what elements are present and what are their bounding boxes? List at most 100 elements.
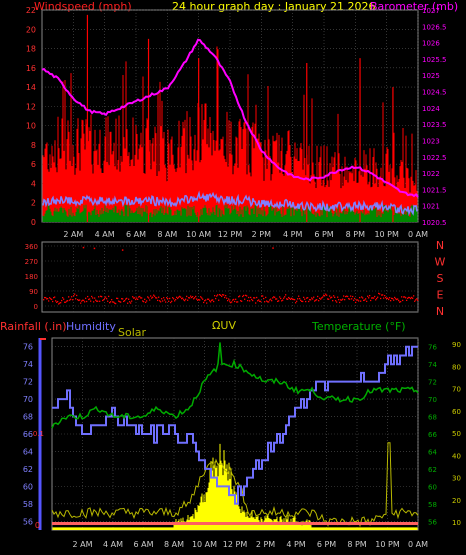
temperature-tick-label: 70 (428, 396, 437, 404)
direction-point (297, 298, 299, 300)
direction-point (71, 296, 73, 298)
direction-point (132, 296, 134, 298)
top-time-tick-label: 10 AM (186, 230, 211, 239)
direction-point (81, 300, 83, 302)
direction-point (47, 297, 49, 300)
direction-point (398, 299, 400, 302)
barometer-tick-label: 1022 (422, 170, 440, 178)
direction-point (75, 298, 77, 300)
direction-point (109, 302, 111, 304)
direction-point (194, 297, 196, 299)
direction-point (123, 300, 125, 303)
humidity-tick-label: 56 (23, 517, 33, 526)
direction-point (127, 302, 129, 304)
direction-point (413, 295, 415, 297)
direction-point (280, 297, 282, 300)
direction-point (150, 295, 152, 297)
direction-point (91, 295, 93, 298)
direction-point (373, 297, 375, 299)
direction-point (58, 303, 60, 305)
direction-point (360, 300, 362, 302)
direction-point (151, 297, 153, 299)
bottom-time-ticks: 2 AM 4 AM 6 AM 8 AM 10 AM 12 PM 2 PM 4 PM 6 PM 8 … (72, 540, 428, 549)
direction-point (247, 299, 249, 302)
direction-point (257, 300, 259, 302)
humidity-label: Humidity (66, 320, 116, 333)
temperature-tick-label: 64 (428, 448, 437, 456)
direction-point (356, 299, 358, 301)
direction-point (309, 299, 311, 301)
direction-point (385, 296, 387, 299)
direction-point (318, 300, 320, 302)
direction-point (379, 293, 381, 295)
direction-point (229, 300, 231, 302)
direction-point (193, 298, 195, 300)
direction-point (197, 299, 199, 301)
grid-lines (42, 9, 419, 530)
direction-point (393, 299, 395, 301)
direction-point (312, 298, 314, 300)
outer-scale-tick-label: 60 (452, 408, 461, 416)
direction-point (237, 301, 239, 303)
direction-point (391, 297, 393, 300)
direction-point (102, 299, 104, 302)
direction-point (136, 297, 138, 299)
humidity-tick-label: 62 (23, 465, 33, 474)
direction-point (145, 301, 147, 304)
direction-point (308, 300, 310, 303)
direction-point (224, 296, 226, 299)
direction-point (179, 295, 181, 298)
direction-point (230, 301, 232, 304)
direction-point (388, 298, 390, 301)
direction-point (186, 295, 188, 298)
direction-point (390, 299, 392, 302)
direction-point (98, 296, 100, 298)
direction-point (404, 296, 406, 298)
direction-point (76, 294, 78, 297)
direction-point (349, 298, 351, 300)
direction-point (219, 294, 221, 296)
direction-point (180, 296, 182, 298)
direction-point (380, 297, 382, 300)
direction-point (299, 297, 301, 300)
direction-point (315, 299, 317, 301)
direction-point (69, 299, 71, 301)
top-time-tick-label: 10 PM (374, 230, 399, 239)
direction-point (406, 299, 408, 302)
uv-line (51, 442, 419, 528)
direction-point (282, 299, 284, 301)
direction-point (130, 302, 132, 304)
direction-point (170, 301, 172, 304)
direction-point (376, 297, 378, 300)
direction-point (156, 297, 158, 299)
direction-point (114, 302, 116, 304)
temperature-tick-label: 68 (428, 414, 437, 422)
direction-point (147, 296, 149, 298)
direction-point (412, 297, 414, 299)
direction-point (330, 297, 332, 299)
direction-point (334, 296, 336, 299)
outer-scale-tick-label: 40 (452, 452, 461, 460)
direction-point (107, 300, 109, 302)
barometer-tick-label: 1020.5 (422, 219, 447, 227)
direction-point (415, 299, 417, 301)
windspeed-tick-label: 20 (26, 25, 36, 34)
direction-point (292, 298, 294, 300)
direction-point (353, 299, 355, 301)
direction-point (164, 299, 166, 301)
direction-point (146, 300, 148, 302)
windspeed-tick-label: 16 (26, 64, 36, 73)
direction-point (416, 298, 418, 300)
direction-point (316, 299, 318, 301)
temperature-ticks: 56 58 60 62 64 66 68 70 72 74 76 (428, 344, 437, 527)
direction-point (172, 297, 174, 299)
solar-series (52, 443, 418, 530)
direction-point (72, 299, 74, 301)
direction-point (370, 299, 372, 302)
direction-point (70, 298, 72, 300)
direction-point (259, 300, 261, 302)
direction-point (414, 300, 416, 302)
humidity-tick-label: 70 (23, 395, 33, 404)
direction-point (362, 297, 364, 299)
direction-point (275, 298, 277, 300)
